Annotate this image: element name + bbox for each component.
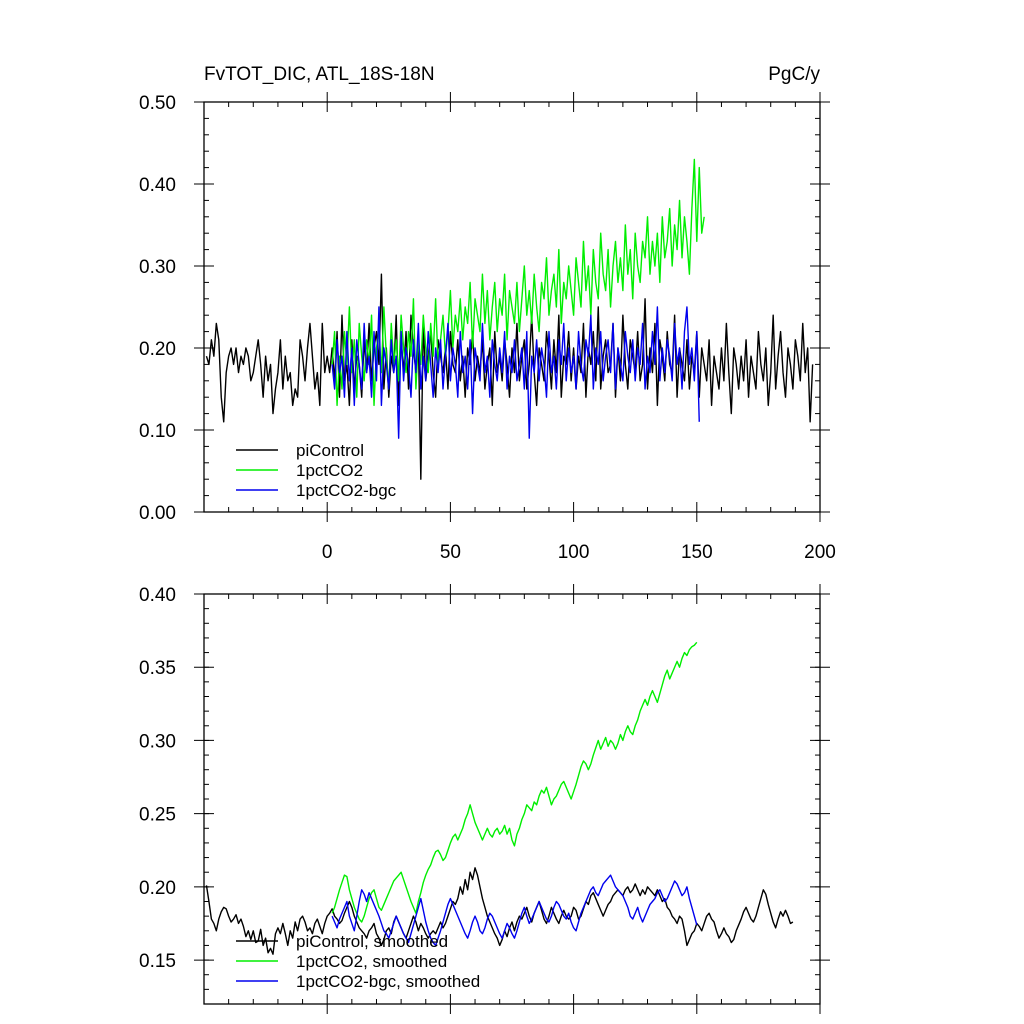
top-panel-y-tick-label: 0.30 [139, 257, 176, 278]
bottom-panel-y-tick-label: 0.30 [139, 731, 176, 752]
bottom-panel-legend-label-1: piControl, smoothed [296, 932, 448, 951]
bottom-panel-y-tick-label: 0.35 [139, 658, 176, 679]
top-panel-x-tick-label: 200 [804, 542, 836, 563]
bottom-panel-y-tick-label: 0.15 [139, 951, 176, 972]
bottom-panel-series-group [205, 641, 794, 955]
top-panel-series-line-3 [331, 306, 700, 439]
bottom-panel-legend-label-2: 1pctCO2, smoothed [296, 952, 447, 971]
bottom-panel-series-line-2 [331, 641, 698, 923]
top-panel-series-line-1 [205, 273, 814, 480]
bottom-panel-ticks: 0.15 0.20 0.25 0.30 0.35 0.40 [139, 584, 830, 1014]
top-panel-y-tick-label: 0.40 [139, 175, 176, 196]
bottom-panel-legend-label-3: 1pctCO2-bgc, smoothed [296, 972, 480, 991]
top-panel-x-tick-label: 150 [681, 542, 713, 563]
top-panel-series-line-2 [331, 158, 705, 407]
top-panel-x-tick-label: 0 [322, 542, 333, 563]
bottom-panel-y-tick-label: 0.40 [139, 585, 176, 606]
bottom-panel-series-line-3 [331, 874, 698, 947]
top-panel-title-left: FvTOT_DIC, ATL_18S-18N [204, 64, 435, 85]
top-panel-x-tick-label: 100 [558, 542, 590, 563]
top-panel-x-tick-label: 50 [440, 542, 461, 563]
bottom-panel-y-tick-label: 0.20 [139, 878, 176, 899]
top-panel-units: PgC/y [768, 64, 820, 85]
top-panel-ticks: 0 50 100 150 200 0.00 0.10 0.20 0.30 0.40 0.50 [139, 92, 836, 563]
top-panel: FvTOT_DIC, ATL_18S-18N PgC/y 0 50 100 150 20… [139, 64, 836, 563]
bottom-panel: 0.15 0.20 0.25 0.30 0.35 0.40 piControl, smoo… [139, 584, 830, 1014]
top-panel-series-group [205, 158, 814, 480]
top-panel-y-tick-label: 0.10 [139, 421, 176, 442]
top-panel-y-tick-label: 0.20 [139, 339, 176, 360]
bottom-panel-series-line-1 [205, 867, 794, 955]
bottom-panel-y-tick-label: 0.25 [139, 805, 176, 826]
top-panel-y-tick-label: 0.00 [139, 503, 176, 524]
top-panel-y-tick-label: 0.50 [139, 93, 176, 114]
top-panel-legend-label-1: piControl [296, 441, 364, 460]
top-panel-frame [203, 101, 821, 513]
top-panel-legend-label-2: 1pctCO2 [296, 461, 363, 480]
top-panel-legend-label-3: 1pctCO2-bgc [296, 481, 397, 500]
